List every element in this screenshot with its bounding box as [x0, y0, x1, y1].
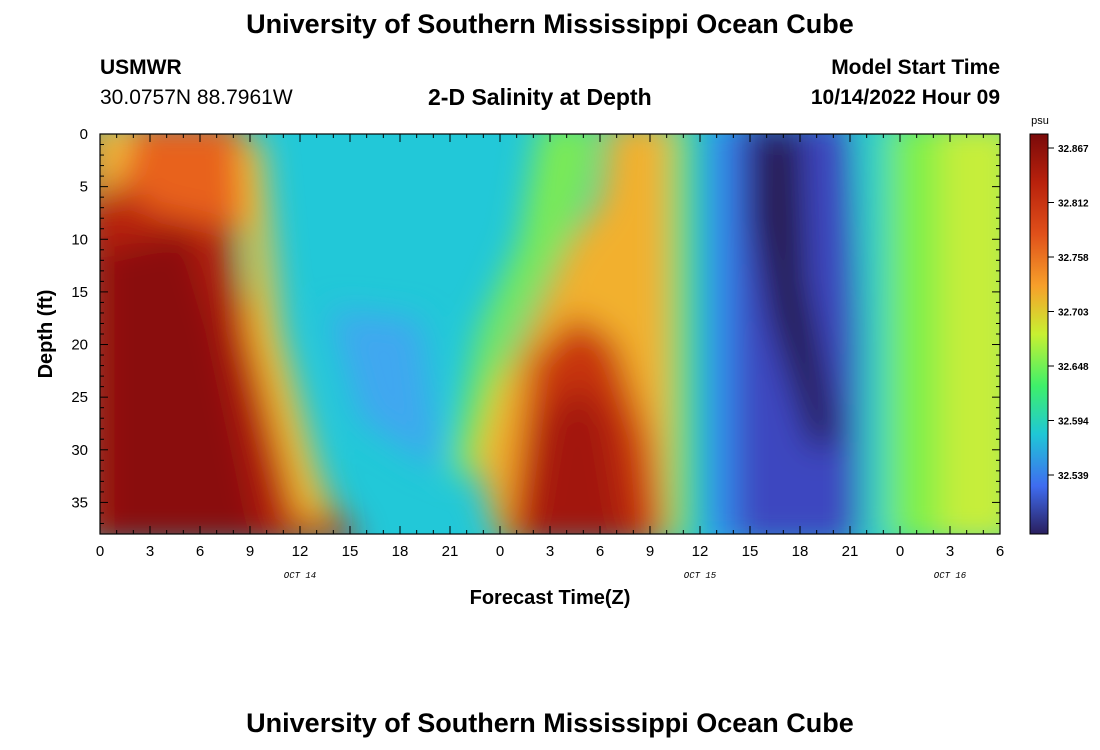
x-tick-label: 9: [246, 543, 254, 560]
salinity-front-1: [240, 140, 330, 520]
colorbar-tick-label: 32.703: [1058, 308, 1089, 319]
station-name: USMWR: [100, 56, 182, 79]
colorbar: [1029, 133, 1049, 535]
colorbar-tick-label: 32.648: [1058, 362, 1089, 373]
high-salinity-core-1: [100, 230, 263, 534]
colorbar-tick-label: 32.812: [1058, 199, 1089, 210]
front-2-green-edge: [450, 134, 598, 480]
x-tick-label: 15: [742, 543, 759, 560]
x-tick-label: 18: [392, 543, 409, 560]
right-green-band: [890, 134, 950, 534]
low-salinity-core: [330, 310, 440, 470]
y-tick-label: 25: [71, 389, 88, 406]
y-tick-label: 10: [71, 231, 88, 248]
y-axis-title: Depth (ft): [35, 290, 57, 379]
heatmap-field: [100, 134, 1000, 534]
date-label: OCT 16: [934, 571, 967, 581]
right-yellow-green: [940, 134, 1000, 534]
model-start-time: 10/14/2022 Hour 09: [810, 86, 1000, 109]
x-tick-label: 12: [692, 543, 709, 560]
date-label: OCT 15: [684, 571, 717, 581]
x-tick-label: 21: [442, 543, 459, 560]
x-tick-label: 18: [792, 543, 809, 560]
y-tick-label: 15: [71, 284, 88, 301]
x-tick-label: 6: [596, 543, 604, 560]
upper-left-orange: [100, 134, 255, 230]
page-title: University of Southern Mississippi Ocean…: [246, 9, 854, 39]
date-label: OCT 14: [284, 571, 316, 581]
model-start-label: Model Start Time: [831, 56, 1000, 79]
x-tick-label: 9: [646, 543, 654, 560]
x-tick-label: 0: [896, 543, 904, 560]
y-tick-label: 30: [71, 442, 88, 459]
x-tick-label: 3: [946, 543, 954, 560]
x-tick-label: 0: [96, 543, 104, 560]
x-tick-label: 6: [996, 543, 1004, 560]
colorbar-tick-label: 32.539: [1058, 471, 1089, 482]
x-tick-label: 0: [496, 543, 504, 560]
x-tick-label: 21: [842, 543, 859, 560]
y-tick-label: 20: [71, 337, 88, 354]
x-tick-label: 15: [342, 543, 359, 560]
x-tick-label: 3: [146, 543, 154, 560]
colorbar-unit: psu: [1031, 115, 1049, 127]
x-tick-label: 6: [196, 543, 204, 560]
y-tick-label: 5: [80, 179, 88, 196]
high-salinity-core-2: [526, 380, 629, 534]
plot-title: 2-D Salinity at Depth: [428, 84, 652, 110]
station-coordinates: 30.0757N 88.7961W: [100, 86, 293, 109]
colorbar-tick-label: 32.867: [1058, 144, 1089, 155]
footer-title: University of Southern Mississippi Ocean…: [246, 708, 854, 738]
x-tick-label: 12: [292, 543, 309, 560]
x-tick-label: 3: [546, 543, 554, 560]
top-left-yellow: [100, 134, 132, 196]
y-tick-label: 0: [80, 126, 88, 143]
minimum-salinity-core: [752, 134, 840, 450]
y-tick-label: 35: [71, 494, 88, 511]
colorbar-tick-label: 32.758: [1058, 253, 1089, 264]
colorbar-tick-label: 32.594: [1058, 417, 1089, 428]
x-axis-title: Forecast Time(Z): [470, 587, 631, 609]
